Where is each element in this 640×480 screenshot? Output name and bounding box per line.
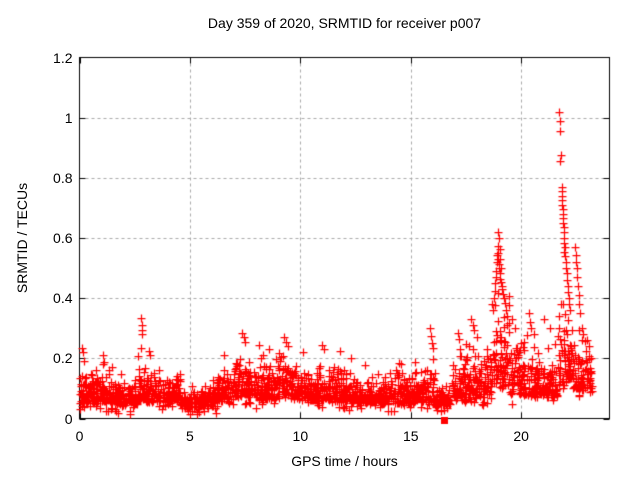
y-tick-label: 0.4 xyxy=(53,290,73,307)
y-tick-label: 1 xyxy=(64,109,73,126)
x-tick-label: 15 xyxy=(402,427,419,444)
y-tick-label: 0 xyxy=(64,410,73,427)
x-tick-label: 5 xyxy=(186,427,194,444)
y-tick-label: 1.2 xyxy=(53,49,73,66)
y-tick-label: 0.8 xyxy=(53,169,73,186)
y-tick-label: 0.6 xyxy=(53,230,73,246)
y-tick-label: 0.2 xyxy=(53,350,73,367)
chart-title: Day 359 of 2020, SRMTID for receiver p00… xyxy=(207,15,482,31)
y-axis-label-text: SRMTID / TECUs xyxy=(14,182,30,294)
x-tick-label: 0 xyxy=(75,427,84,444)
x-tick-label: 20 xyxy=(513,427,529,444)
x-tick-label: 10 xyxy=(292,427,309,444)
x-axis-label: GPS time / hours xyxy=(291,453,398,469)
